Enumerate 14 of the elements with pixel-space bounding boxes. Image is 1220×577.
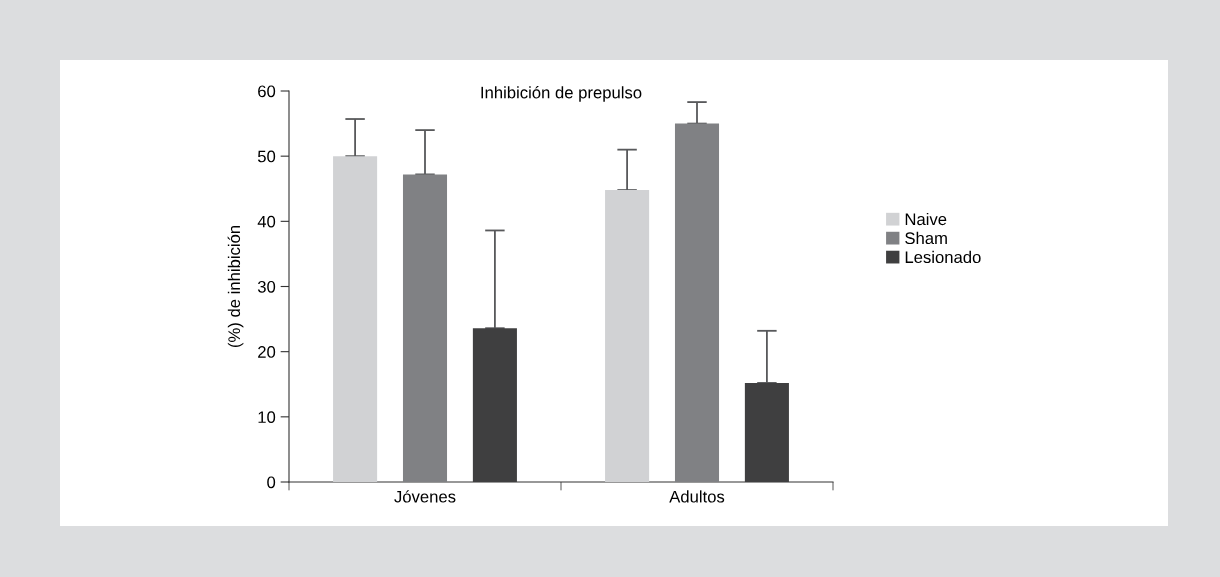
y-tick-label: 10 (258, 411, 276, 424)
legend-label: Lesionado (905, 250, 981, 264)
y-tick-label: 20 (258, 346, 276, 358)
legend-label: Sham (905, 231, 947, 245)
y-tick-label: 0 (267, 476, 276, 489)
y-tick-label: 50 (257, 150, 276, 163)
legend-label: Naive (905, 212, 947, 226)
y-tick-label: 60 (258, 85, 276, 98)
y-axis-title: (%) de inhibición (227, 225, 244, 348)
x-tick-label: Adultos (669, 490, 725, 503)
y-tick-label: 40 (257, 215, 276, 228)
chart-title: Inhibición de prepulso (481, 86, 642, 102)
y-tick-label: 30 (257, 280, 276, 293)
x-tick-label: Jóvenes (394, 490, 456, 503)
